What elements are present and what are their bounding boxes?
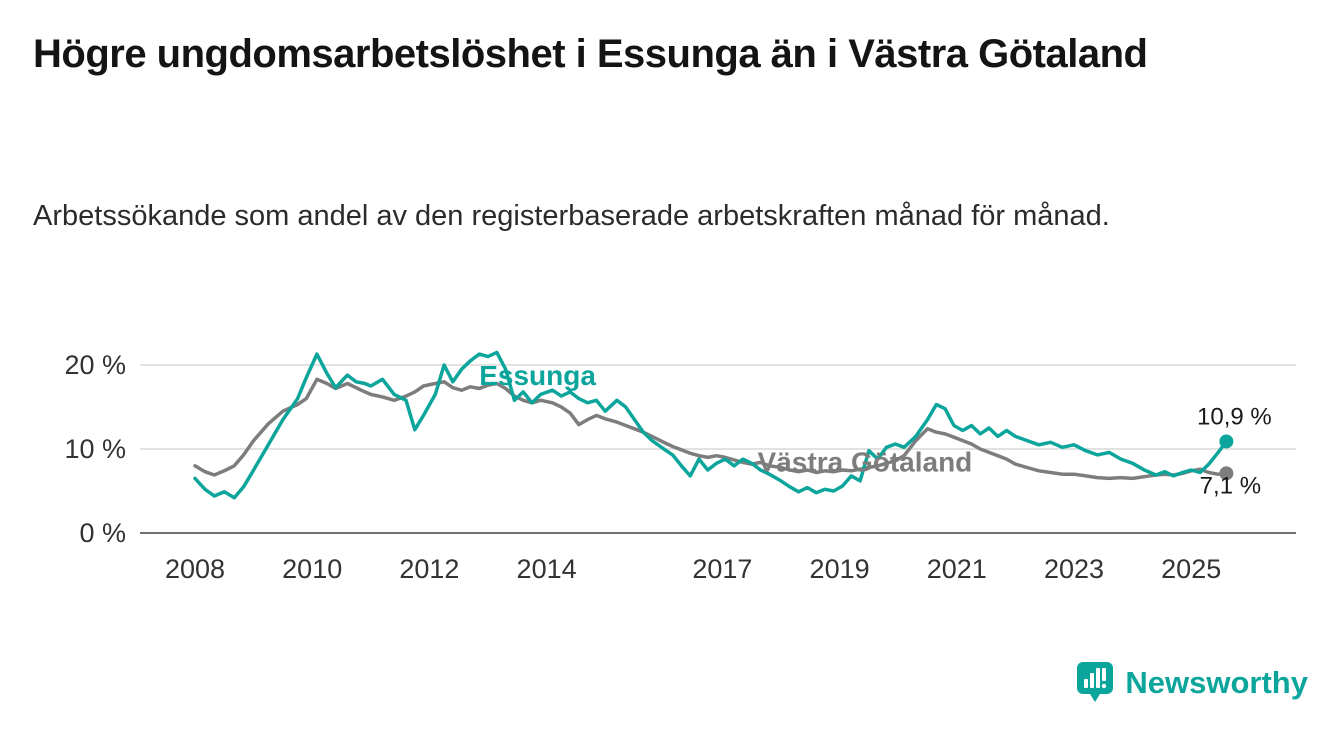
x-tick-label: 2023 [1044,554,1104,584]
series-line-essunga [193,350,1229,500]
series-name-label: Västra Götaland [758,447,973,478]
newsworthy-logo: Newsworthy [1075,660,1308,706]
logo-badge-shape [1077,662,1114,702]
x-tick-label: 2012 [399,554,459,584]
series-end-dot [1219,434,1234,449]
logo-exclamation-bar [1102,668,1107,681]
end-value-label: 7,1 % [1200,472,1261,499]
logo-exclamation-dot [1102,683,1107,689]
newsworthy-logo-text: Newsworthy [1125,665,1308,700]
chart-subtitle: Arbetssökande som andel av den registerb… [33,200,1110,232]
y-tick-label: 20 % [64,350,126,380]
logo-bar-small [1084,679,1089,688]
series-name-label: Essunga [479,360,596,391]
x-tick-label: 2008 [165,554,225,584]
logo-bar-tall [1096,668,1101,688]
x-tick-label: 2021 [927,554,987,584]
series-end-dot [1219,466,1234,481]
x-tick-label: 2017 [692,554,752,584]
x-tick-label: 2014 [517,554,577,584]
logo-bar-medium [1090,673,1095,688]
end-value-label: 10,9 % [1197,403,1272,430]
chart-title: Högre ungdomsarbetslöshet i Essunga än i… [33,32,1148,76]
x-tick-label: 2010 [282,554,342,584]
x-tick-label: 2019 [810,554,870,584]
y-tick-label: 10 % [64,434,126,464]
series-line-v-stra-g-taland [193,377,1229,481]
x-tick-label: 2025 [1161,554,1221,584]
newsworthy-logo-icon [1077,662,1114,702]
y-tick-label: 0 % [79,518,126,548]
